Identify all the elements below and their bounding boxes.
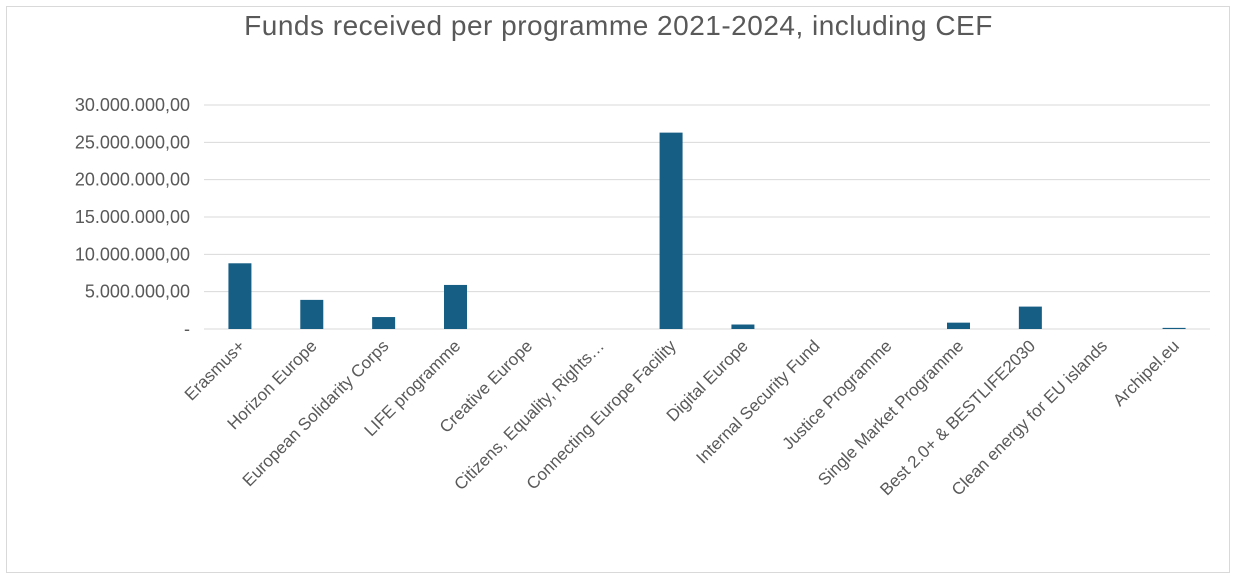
y-tick-label: 5.000.000,00 [85,282,190,302]
x-tick-label: European Solidarity Corps [239,336,393,490]
chart-frame [6,6,1230,573]
x-tick-label: Connecting Europe Facility [523,336,680,493]
gridlines [204,104,1210,330]
x-tick-label: Single Market Programme [814,336,967,489]
x-tick-label: Citizens, Equality, Rights… [451,336,609,494]
bar [947,322,970,329]
bar [444,284,467,329]
x-tick-label: Clean energy for EU islands [948,336,1111,499]
bar [1018,306,1042,329]
x-tick-label: Internal Security Fund [693,336,824,467]
y-tick-label: 10.000.000,00 [75,244,190,264]
x-tick-label: Archipel.eu [1109,336,1183,410]
y-axis-tick-labels: - 5.000.000,00 10.000.000,00 15.000.000,00 2… [75,95,190,339]
bar [659,132,683,329]
bars [228,132,1186,329]
bar [372,317,396,329]
bar [228,263,252,329]
x-tick-label: Erasmus+ [181,336,249,404]
x-tick-label: Best 2.0+ & BESTLIFE2030 [876,336,1039,499]
y-tick-label: - [184,319,190,339]
chart-title: Funds received per programme 2021-2024, … [244,10,993,41]
y-tick-label: 15.000.000,00 [75,207,190,227]
y-tick-label: 20.000.000,00 [75,170,190,190]
bar [1162,327,1186,329]
bar [300,299,324,329]
y-tick-label: 30.000.000,00 [75,95,190,115]
y-tick-label: 25.000.000,00 [75,132,190,152]
bar [731,324,755,329]
